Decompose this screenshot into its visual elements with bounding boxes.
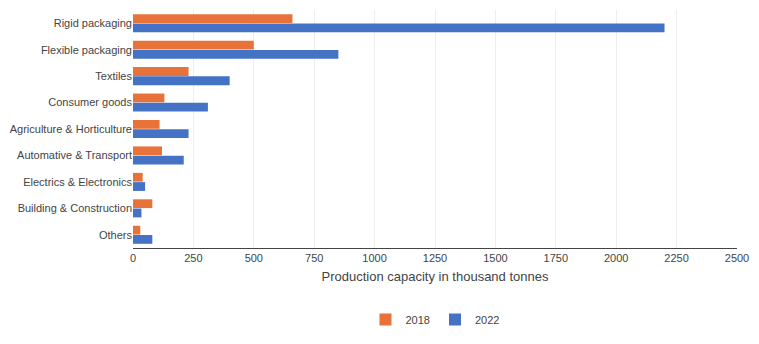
svg-text:Textiles: Textiles (95, 70, 132, 82)
svg-text:0: 0 (130, 252, 136, 264)
svg-text:Production capacity in thousan: Production capacity in thousand tonnes (322, 269, 549, 284)
svg-text:2500: 2500 (725, 252, 749, 264)
svg-text:Building & Construction: Building & Construction (18, 202, 132, 214)
svg-text:1500: 1500 (483, 252, 507, 264)
svg-text:2000: 2000 (604, 252, 628, 264)
svg-text:Flexible packaging: Flexible packaging (41, 44, 132, 56)
svg-text:Rigid packaging: Rigid packaging (54, 17, 132, 29)
svg-text:1000: 1000 (362, 252, 386, 264)
svg-text:Agriculture & Horticulture: Agriculture & Horticulture (10, 123, 132, 135)
svg-text:2250: 2250 (664, 252, 688, 264)
svg-text:2022: 2022 (475, 314, 499, 326)
svg-text:Others: Others (99, 229, 133, 241)
svg-text:500: 500 (245, 252, 263, 264)
svg-text:250: 250 (184, 252, 202, 264)
svg-text:1250: 1250 (423, 252, 447, 264)
svg-text:750: 750 (305, 252, 323, 264)
svg-text:Automative & Transport: Automative & Transport (17, 149, 132, 161)
svg-text:1750: 1750 (544, 252, 568, 264)
svg-text:Electrics & Electronics: Electrics & Electronics (23, 176, 132, 188)
svg-text:2018: 2018 (406, 314, 430, 326)
svg-text:Consumer goods: Consumer goods (48, 96, 132, 108)
